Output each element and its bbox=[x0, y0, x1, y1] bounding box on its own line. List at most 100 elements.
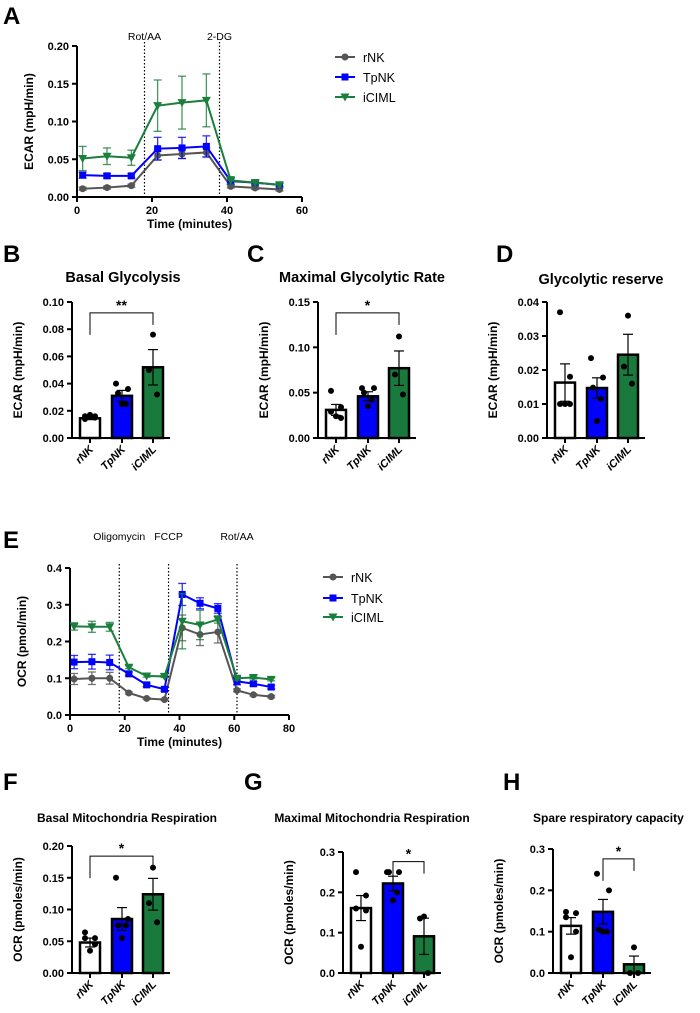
replicate-point bbox=[386, 869, 392, 876]
significance-bracket bbox=[392, 861, 425, 884]
bar-group-iciml bbox=[141, 864, 165, 975]
data-point bbox=[143, 681, 151, 689]
y-tick-label: 0.4 bbox=[47, 563, 63, 575]
replicate-point bbox=[333, 413, 339, 420]
replicate-point bbox=[125, 916, 131, 923]
data-point bbox=[160, 696, 168, 704]
bar-group-rnk bbox=[78, 411, 102, 440]
data-point bbox=[105, 623, 115, 632]
panel-label: H bbox=[503, 769, 520, 796]
y-tick-label: 0.0 bbox=[47, 710, 62, 722]
replicate-point bbox=[629, 380, 635, 387]
panel-label: D bbox=[496, 241, 513, 268]
replicate-point bbox=[328, 387, 334, 394]
replicate-point bbox=[390, 897, 396, 904]
data-point bbox=[202, 142, 210, 150]
legend-label: rNK bbox=[363, 51, 385, 65]
y-tick-label: 0.05 bbox=[289, 388, 310, 400]
replicate-point bbox=[392, 371, 398, 378]
replicate-point bbox=[113, 380, 119, 387]
replicate-point bbox=[557, 309, 563, 316]
data-point bbox=[267, 693, 275, 701]
replicate-point bbox=[82, 415, 88, 422]
y-tick-label: 0.20 bbox=[48, 41, 69, 53]
category-label: iCIML bbox=[610, 978, 640, 1008]
data-point bbox=[177, 617, 187, 626]
replicate-point bbox=[363, 907, 369, 914]
replicate-point bbox=[115, 390, 121, 397]
replicate-point bbox=[119, 935, 125, 942]
bar bbox=[356, 395, 380, 440]
data-point bbox=[154, 145, 162, 153]
replicate-point bbox=[594, 870, 600, 877]
x-axis-title: Time (minutes) bbox=[147, 217, 232, 231]
data-point bbox=[201, 96, 211, 105]
replicate-point bbox=[568, 954, 574, 961]
y-tick-label: 0.05 bbox=[43, 936, 64, 948]
injection-label: FCCP bbox=[154, 531, 183, 543]
significance-label: * bbox=[406, 846, 412, 862]
injection-label: Oligomycin bbox=[93, 531, 145, 543]
significance-bracket bbox=[89, 312, 154, 335]
series-line bbox=[74, 626, 272, 701]
data-point bbox=[213, 615, 223, 624]
y-tick-label: 0.2 bbox=[320, 887, 335, 899]
replicate-point bbox=[92, 941, 98, 948]
category-label: TpNK bbox=[370, 978, 400, 1008]
y-axis-title: ECAR (mpH/min) bbox=[22, 73, 36, 170]
bar-group-iciml bbox=[622, 944, 646, 976]
legend-label: rNK bbox=[351, 571, 373, 585]
y-tick-label: 0.0 bbox=[530, 968, 545, 980]
replicate-point bbox=[573, 928, 579, 935]
chart-title: Spare respiratory capacity bbox=[533, 811, 684, 825]
replicate-point bbox=[338, 404, 344, 411]
replicate-point bbox=[396, 333, 402, 340]
replicate-point bbox=[606, 887, 612, 894]
chart-title: Basal Mitochondria Respiration bbox=[37, 811, 217, 825]
y-tick-label: 0.10 bbox=[43, 297, 64, 309]
replicate-point bbox=[361, 389, 367, 396]
replicate-point bbox=[600, 374, 606, 381]
replicate-point bbox=[123, 922, 129, 929]
replicate-point bbox=[369, 396, 375, 403]
data-point bbox=[196, 599, 204, 607]
legend-marker bbox=[329, 573, 337, 581]
y-tick-label: 0.08 bbox=[43, 324, 64, 336]
replicate-point bbox=[154, 919, 160, 926]
data-point bbox=[79, 185, 87, 193]
panel-c: C 0.00 0.05 0.10 0.15 ECAR (mpH/min) Maximal G… bbox=[247, 241, 445, 473]
data-point bbox=[127, 182, 135, 190]
x-tick-label: 20 bbox=[119, 723, 131, 735]
legend-marker bbox=[341, 53, 349, 61]
data-point bbox=[251, 184, 259, 192]
y-tick-label: 0.04 bbox=[518, 297, 540, 309]
bar-group-tpnk bbox=[591, 870, 615, 975]
y-tick-label: 0.02 bbox=[43, 406, 64, 418]
data-point bbox=[106, 658, 114, 666]
data-point bbox=[106, 674, 114, 682]
category-label: rNK bbox=[73, 978, 96, 1001]
legend-label: TpNK bbox=[363, 71, 396, 85]
data-point bbox=[103, 172, 111, 180]
x-tick-label: 60 bbox=[228, 723, 240, 735]
bar-group-iciml bbox=[387, 333, 411, 440]
y-tick-label: 0.10 bbox=[48, 117, 69, 129]
data-point bbox=[249, 680, 257, 688]
replicate-point bbox=[400, 391, 406, 398]
y-axis-title: OCR (pmoles/min) bbox=[492, 859, 506, 964]
replicate-point bbox=[113, 874, 119, 881]
y-tick-label: 0.01 bbox=[518, 399, 539, 411]
replicate-point bbox=[563, 908, 569, 915]
y-tick-label: 0.10 bbox=[43, 905, 64, 917]
data-point bbox=[266, 675, 276, 684]
replicate-point bbox=[425, 970, 431, 976]
panel-g: G 0.0 0.1 0.2 0.3 OCR (pmoles/min) Maximal Mit… bbox=[244, 769, 470, 1008]
replicate-point bbox=[363, 892, 369, 899]
bar-group-iciml bbox=[141, 331, 165, 440]
y-tick-label: 0.05 bbox=[48, 154, 69, 166]
replicate-point bbox=[600, 928, 606, 935]
replicate-point bbox=[146, 900, 152, 907]
replicate-point bbox=[365, 403, 371, 410]
replicate-point bbox=[625, 312, 631, 319]
